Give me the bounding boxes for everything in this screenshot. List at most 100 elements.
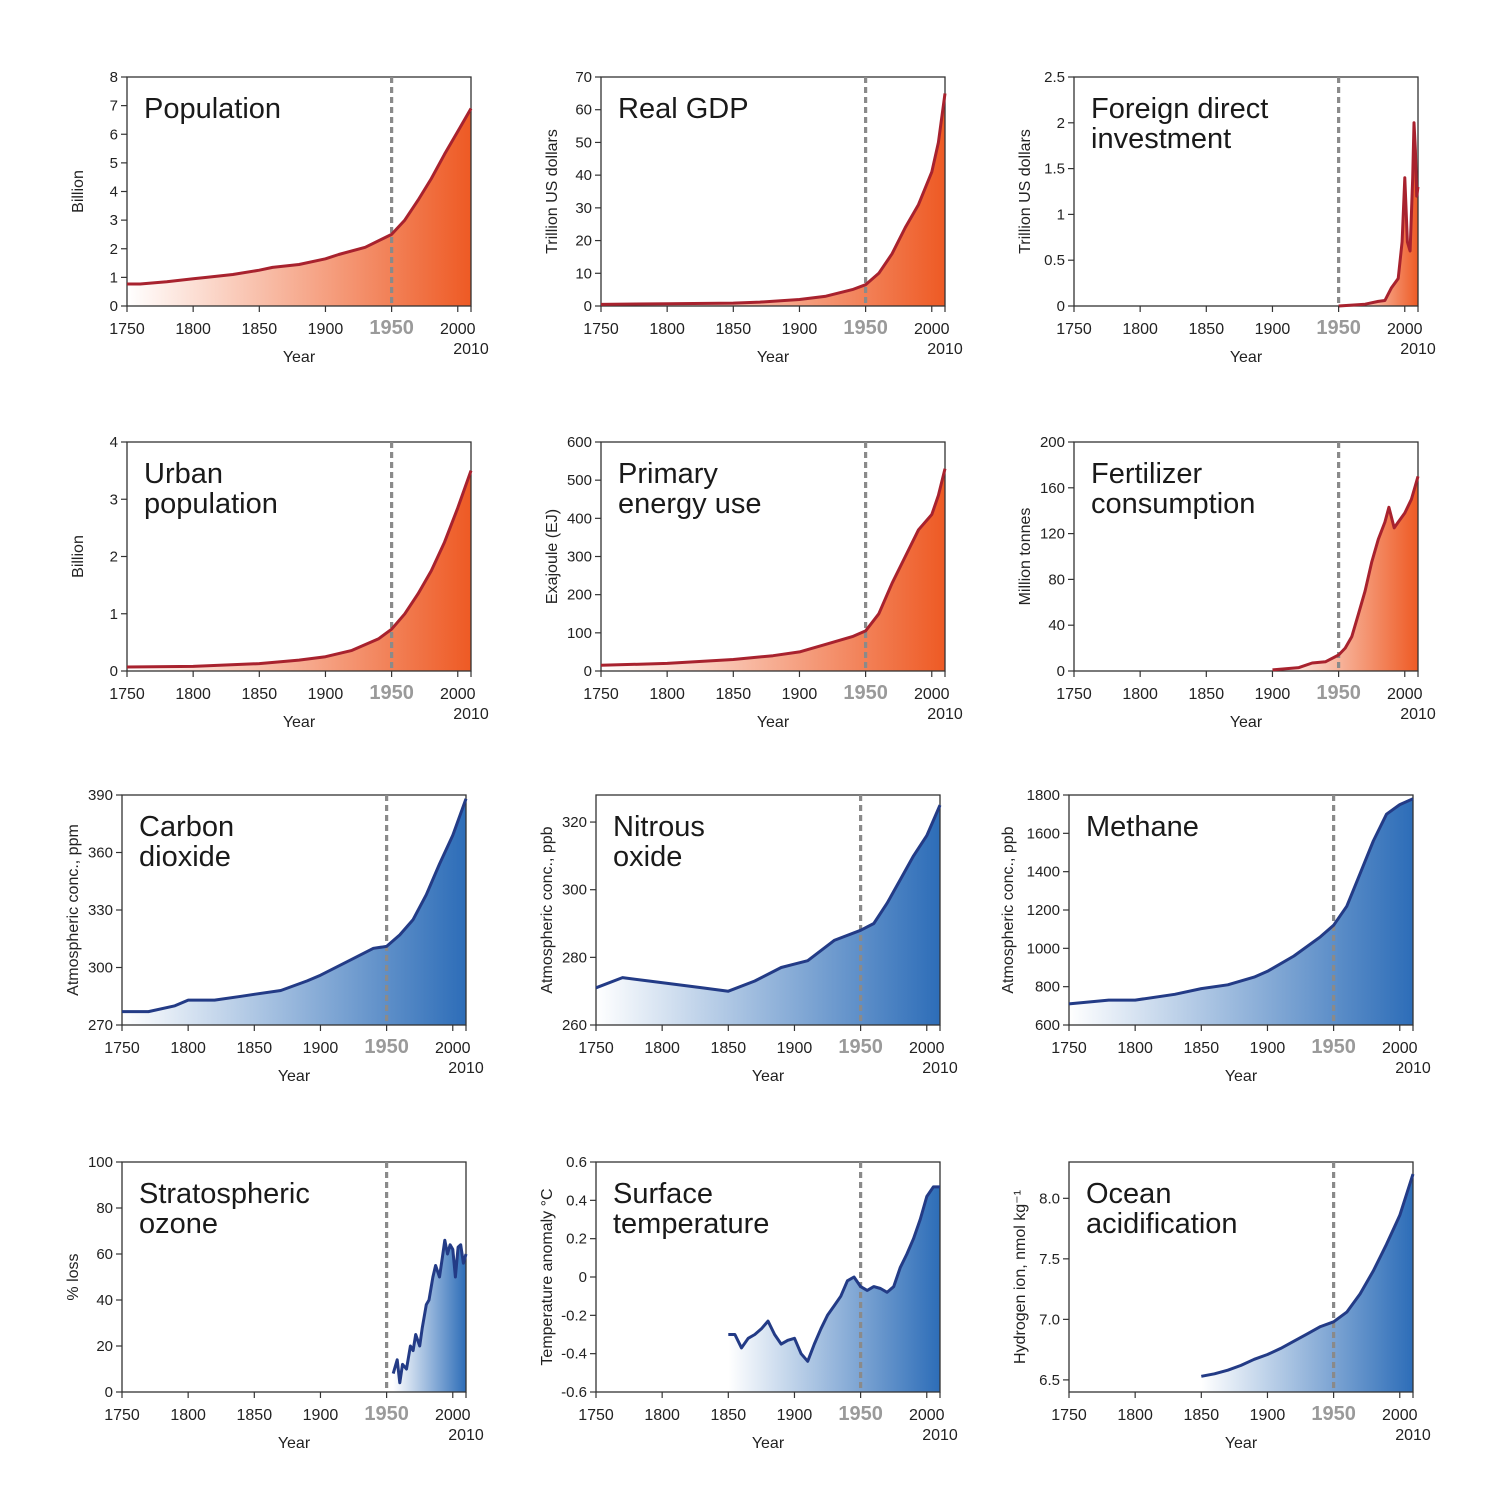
panel-title-line: investment xyxy=(1091,123,1231,155)
panel-title-line: dioxide xyxy=(139,841,231,873)
panel-title-line: oxide xyxy=(613,841,682,873)
series-line xyxy=(600,468,947,667)
y-tick-label: 300 xyxy=(88,960,113,977)
panel-urban-population: 0 1 2 3 4 1750 1800 1850 1900 1950 2000 2010 Year Bil… xyxy=(70,434,489,731)
x-end-label: 2010 xyxy=(453,341,489,358)
x-end-label: 2010 xyxy=(1395,1427,1431,1444)
area-fill xyxy=(1338,122,1418,306)
x-tick-label: 1850 xyxy=(237,1040,273,1057)
y-tick-label: 0.5 xyxy=(1044,252,1065,269)
x-tick-label-highlight: 1950 xyxy=(1311,1036,1356,1058)
y-tick-label: 1.5 xyxy=(1044,161,1065,178)
x-tick-label: 1900 xyxy=(1250,1407,1286,1424)
x-end-label: 2010 xyxy=(1400,706,1436,723)
y-tick-label: 5 xyxy=(110,155,118,172)
x-end-label: 2010 xyxy=(922,1427,958,1444)
series-line xyxy=(126,470,473,669)
x-tick-label: 1750 xyxy=(578,1407,614,1424)
y-tick-label: 0 xyxy=(584,298,592,315)
x-tick-label-highlight: 1950 xyxy=(1311,1403,1356,1425)
y-tick-label: 1 xyxy=(110,606,118,623)
plot-frame xyxy=(1068,1161,1414,1393)
x-axis-title: Year xyxy=(283,349,316,366)
x-tick-label-highlight: 1950 xyxy=(838,1036,883,1058)
x-tick-label: 1900 xyxy=(782,686,818,703)
series-line xyxy=(122,798,468,1014)
panel-nitrous-oxide: 260 280 300 320 1750 1800 1850 1900 1950 2000 2010… xyxy=(539,794,958,1085)
x-axis-title: Year xyxy=(752,1068,785,1085)
series-line xyxy=(1068,797,1414,1006)
panel-title-line: Population xyxy=(144,93,281,125)
x-tick-label: 1850 xyxy=(1189,321,1225,338)
y-tick-label: 60 xyxy=(96,1246,113,1263)
y-tick-label: 400 xyxy=(567,510,592,527)
area-fill xyxy=(393,1240,466,1392)
area-fill xyxy=(1069,798,1413,1025)
x-tick-label: 1750 xyxy=(109,321,145,338)
y-axis-title: Exajoule (EJ) xyxy=(544,509,561,604)
panel-title-line: Primary xyxy=(618,458,718,490)
y-tick-label: 2 xyxy=(1057,115,1065,132)
y-tick-label: 360 xyxy=(88,845,113,862)
y-tick-label: -0.6 xyxy=(561,1384,587,1401)
y-tick-label: 1 xyxy=(110,269,118,286)
y-tick-label: 300 xyxy=(567,549,592,566)
x-tick-label: 1900 xyxy=(303,1407,339,1424)
series-line xyxy=(728,1185,940,1363)
x-axis-title: Year xyxy=(1230,714,1263,731)
x-tick-label: 1750 xyxy=(583,321,619,338)
y-tick-label: 0.4 xyxy=(566,1192,587,1209)
x-tick-label: 1850 xyxy=(716,321,752,338)
y-tick-label: 280 xyxy=(562,949,587,966)
y-tick-label: 80 xyxy=(96,1200,113,1217)
panel-title-line: Nitrous xyxy=(613,811,705,843)
x-tick-label: 2000 xyxy=(909,1407,945,1424)
x-tick-label-highlight: 1950 xyxy=(838,1403,883,1425)
y-axis-title: Atmospheric conc., ppb xyxy=(539,826,556,993)
y-tick-label: 1000 xyxy=(1027,940,1060,957)
panel-title-line: Carbon xyxy=(139,811,234,843)
panel-title-line: energy use xyxy=(618,488,762,520)
x-axis-title: Year xyxy=(1225,1435,1258,1452)
series-line xyxy=(1272,475,1420,672)
area-fill xyxy=(1201,1174,1413,1392)
x-tick-label: 1800 xyxy=(1122,321,1158,338)
x-axis-title: Year xyxy=(278,1068,311,1085)
x-tick-label: 2000 xyxy=(909,1040,945,1057)
y-tick-label: 2 xyxy=(110,241,118,258)
panel-title-line: acidification xyxy=(1086,1208,1238,1240)
y-axis-title: % loss xyxy=(65,1253,82,1300)
y-axis-title: Billion xyxy=(70,535,87,578)
x-tick-label: 1900 xyxy=(782,321,818,338)
x-tick-label-highlight: 1950 xyxy=(364,1036,409,1058)
y-tick-label: 4 xyxy=(110,184,118,201)
area-fill xyxy=(601,468,945,671)
y-tick-label: 0 xyxy=(584,663,592,680)
x-tick-label: 1850 xyxy=(237,1407,273,1424)
y-tick-label: 50 xyxy=(575,134,592,151)
panel-title-line: Ocean xyxy=(1086,1178,1171,1210)
y-tick-label: 600 xyxy=(567,434,592,451)
y-tick-label: 200 xyxy=(1040,434,1065,451)
panel-stratospheric-ozone: 0 20 40 60 80 100 1750 1800 1850 1900 1950 2000 2010… xyxy=(65,1154,484,1452)
x-tick-label: 2000 xyxy=(435,1407,471,1424)
series-line xyxy=(1201,1173,1415,1378)
y-tick-label: 8 xyxy=(110,69,118,86)
panel-title-line: Fertilizer xyxy=(1091,458,1203,490)
panel-surface-temperature: -0.6 -0.4 -0.2 0 0.2 0.4 0.6 1750 1800 1850 1900 19… xyxy=(539,1154,958,1452)
x-tick-label: 1850 xyxy=(711,1407,747,1424)
y-tick-label: 270 xyxy=(88,1017,113,1034)
x-tick-label: 1850 xyxy=(1184,1040,1220,1057)
panel-title-line: Foreign direct xyxy=(1091,93,1268,125)
x-tick-label: 1800 xyxy=(1117,1040,1153,1057)
x-tick-label: 1900 xyxy=(303,1040,339,1057)
panel-title-line: Urban xyxy=(144,458,223,490)
x-tick-label: 1800 xyxy=(644,1040,680,1057)
panel-title-line: ozone xyxy=(139,1208,218,1240)
x-tick-label-highlight: 1950 xyxy=(1316,317,1361,339)
area-fill xyxy=(1272,476,1418,671)
y-tick-label: 70 xyxy=(575,69,592,86)
x-end-label: 2010 xyxy=(922,1060,958,1077)
x-tick-label: 1750 xyxy=(109,686,145,703)
